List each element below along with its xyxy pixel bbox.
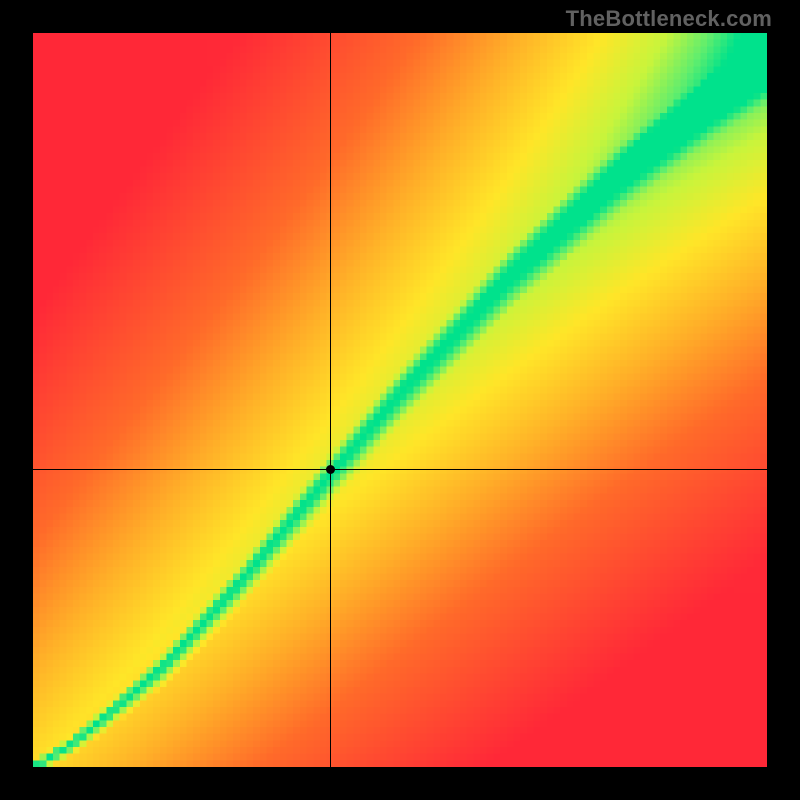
heatmap-canvas <box>33 33 767 767</box>
chart-frame: TheBottleneck.com <box>0 0 800 800</box>
bottleneck-marker <box>326 465 335 474</box>
crosshair-vertical <box>330 33 331 767</box>
watermark-text: TheBottleneck.com <box>566 6 772 32</box>
crosshair-horizontal <box>33 469 767 470</box>
